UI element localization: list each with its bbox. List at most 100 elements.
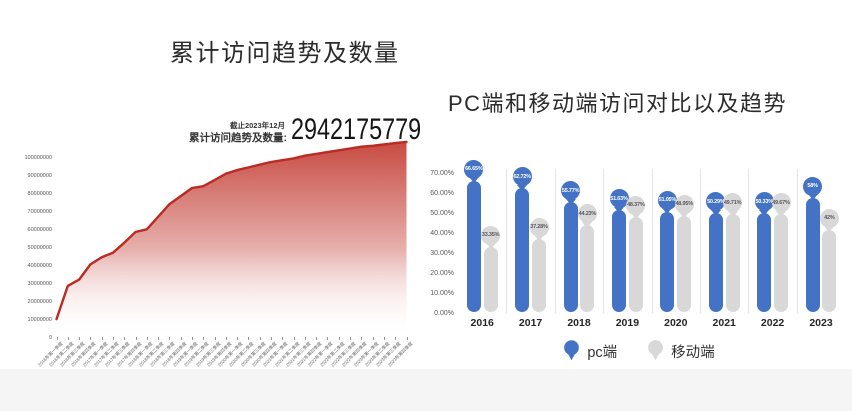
- year-label: 2021: [712, 317, 736, 329]
- mobile-value-balloon-2022: 49.67%: [771, 193, 791, 217]
- mobile-bar-2021: [725, 214, 740, 312]
- cumulative-total-label: 累计访问趋势及数量:: [189, 132, 287, 144]
- x-tick: [327, 337, 329, 340]
- y-axis-label: 0.00%: [434, 309, 454, 317]
- mobile-value-balloon-2023: 42%: [819, 208, 839, 233]
- pc-value-balloon-2018: 55.77%: [561, 181, 581, 205]
- x-tick: [180, 337, 182, 340]
- y-axis-label: 30000000: [27, 281, 52, 288]
- balloon-tip: [662, 208, 673, 215]
- balloon-tip: [727, 210, 738, 217]
- value-label: 55.77%: [561, 187, 580, 194]
- x-tick: [395, 337, 397, 340]
- value-label: 62.72%: [513, 173, 531, 180]
- y-axis-label: 40.00%: [430, 230, 454, 238]
- x-tick: [225, 337, 227, 340]
- balloon-tip: [807, 194, 818, 201]
- value-label: 51.63%: [610, 195, 628, 202]
- legend-item-mobile: 移动端: [647, 340, 715, 362]
- x-tick: [135, 337, 137, 340]
- mobile-bar-2016: [483, 246, 498, 312]
- group-separator: [506, 169, 508, 313]
- year-label: 2018: [567, 317, 591, 329]
- pc-bar-2020: [660, 211, 675, 312]
- area-fill: [56, 141, 407, 338]
- y-axis-label: 30.00%: [430, 249, 454, 257]
- pc-bar-2023: [805, 197, 820, 312]
- group-separator: [796, 169, 798, 313]
- year-label: 2023: [809, 317, 833, 329]
- pc-value-balloon-2020: 51.05%: [657, 190, 677, 215]
- value-label: 49.67%: [772, 199, 790, 206]
- value-label: 51.05%: [658, 197, 677, 204]
- x-tick: [372, 337, 374, 340]
- value-label: 66.65%: [465, 166, 483, 173]
- pc-bar-2019: [612, 210, 626, 312]
- year-label: 2019: [615, 317, 640, 329]
- value-label: 44.23%: [578, 210, 597, 217]
- balloon-tip: [776, 210, 786, 217]
- y-axis-label: 70.00%: [430, 170, 454, 178]
- balloon-tip: [614, 206, 624, 213]
- x-tick: [293, 337, 295, 340]
- value-label: 42%: [824, 215, 835, 222]
- x-tick: [169, 337, 171, 340]
- value-label: 48.95%: [675, 201, 693, 208]
- pc-bar-2016: [466, 180, 481, 312]
- pc-value-balloon-2019: 51.63%: [609, 189, 629, 213]
- cumulative-total-value: 2942175779: [291, 113, 422, 146]
- group-separator: [748, 169, 750, 313]
- x-tick: [406, 337, 408, 340]
- x-tick: [259, 337, 261, 340]
- legend-label: 移动端: [671, 344, 715, 361]
- y-axis-label: 50.00%: [430, 210, 454, 218]
- x-tick: [101, 337, 103, 340]
- pc-bar-2018: [563, 202, 578, 312]
- y-axis-label: 50000000: [27, 245, 52, 252]
- balloon-tip: [679, 212, 690, 219]
- right-chart-title: PC端和移动端访问对比以及趋势: [448, 91, 788, 116]
- x-tick: [214, 337, 216, 340]
- balloon-tip: [468, 177, 479, 184]
- left-chart-title: 累计访问趋势及数量: [170, 40, 400, 67]
- balloon-tip: [517, 184, 528, 191]
- pc-value-balloon-2016: 66.65%: [464, 159, 484, 184]
- pc-value-balloon-2017: 62.72%: [512, 167, 532, 191]
- footer-band: [0, 369, 852, 411]
- legend-label: pc端: [587, 344, 618, 361]
- mobile-value-balloon-2016: 33.35%: [481, 225, 501, 250]
- y-axis-label: 10000000: [27, 317, 52, 324]
- mobile-bar-2022: [774, 214, 788, 312]
- group-separator: [603, 169, 605, 313]
- value-label: 48.37%: [627, 202, 645, 209]
- y-axis-label: 80000000: [27, 191, 52, 198]
- balloon-tip: [759, 209, 770, 216]
- balloon-tip: [565, 198, 576, 205]
- x-tick: [79, 337, 81, 340]
- y-axis-label: 0: [48, 335, 52, 341]
- cumulative-area-svg: [55, 140, 408, 338]
- x-tick: [316, 337, 318, 340]
- chart-legend: pc端 移动端: [426, 336, 852, 366]
- x-tick: [90, 337, 92, 340]
- y-axis-label: 70000000: [27, 209, 52, 216]
- pc-value-balloon-2023: 58%: [803, 176, 823, 201]
- group-separator: [554, 169, 556, 313]
- mobile-bar-2019: [628, 216, 643, 312]
- x-tick: [271, 337, 273, 340]
- value-label: 58%: [807, 183, 818, 190]
- value-label: 49.71%: [723, 199, 742, 206]
- cutoff-date-label: 截止2023年12月: [229, 121, 285, 130]
- mobile-bar-2018: [580, 225, 595, 312]
- y-axis-label: 100000000: [24, 155, 52, 162]
- mobile-value-balloon-2018: 44.23%: [577, 204, 597, 228]
- mobile-bar-2017: [532, 238, 546, 312]
- y-axis-label: 40000000: [27, 263, 52, 270]
- group-separator: [651, 169, 653, 313]
- y-axis-label: 20000000: [27, 299, 52, 306]
- x-tick: [350, 337, 352, 340]
- y-axis-label: 60000000: [27, 227, 52, 234]
- mobile-value-balloon-2020: 48.95%: [674, 194, 694, 219]
- legend-item-pc: pc端: [563, 340, 617, 362]
